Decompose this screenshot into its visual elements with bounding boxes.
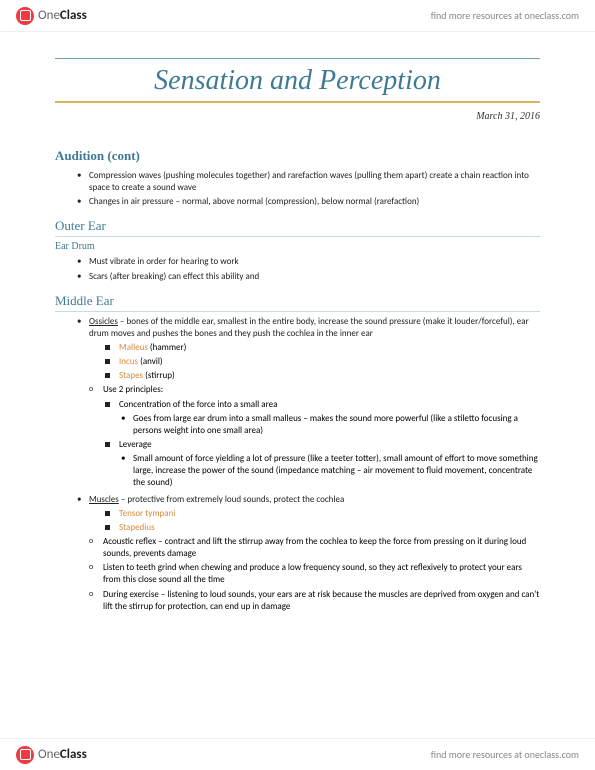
heading-audition: Audition (cont) — [55, 148, 540, 164]
list-item: Listen to teeth grind when chewing and p… — [89, 562, 540, 586]
list-item: Use 2 principles: — [89, 384, 540, 396]
list-item: Must vibrate in order for hearing to wor… — [77, 256, 540, 268]
list-item: Muscles – protective from extremely loud… — [77, 494, 540, 506]
brand-logo-footer[interactable]: OneClass — [16, 746, 87, 764]
eardrum-list: Must vibrate in order for hearing to wor… — [77, 256, 540, 282]
list-item: Ossicles – bones of the middle ear, smal… — [77, 316, 540, 340]
brand-icon — [16, 7, 34, 25]
list-item: Leverage — [105, 439, 540, 451]
list-item: Concentration of the force into a small … — [105, 399, 540, 411]
brand-text: OneClass — [38, 747, 87, 762]
list-item: Acoustic reflex – contract and lift the … — [89, 536, 540, 560]
principle-2: Leverage — [105, 439, 540, 451]
brand-logo[interactable]: OneClass — [16, 7, 87, 25]
principles-intro-list: Use 2 principles: — [89, 384, 540, 396]
page-title: Sensation and Perception — [55, 65, 540, 97]
term-tensor-tympani: Tensor tympani — [119, 508, 175, 519]
footer-bar: OneClass find more resources at oneclass… — [0, 738, 595, 770]
top-rule — [55, 58, 540, 59]
list-item: During exercise – listening to loud soun… — [89, 589, 540, 613]
resources-link[interactable]: find more resources at oneclass.com — [431, 9, 579, 22]
term-stapedius: Stapedius — [119, 522, 155, 533]
audition-list: Compression waves (pushing molecules tog… — [77, 170, 540, 208]
list-item: Malleus (hammer) — [105, 342, 540, 354]
list-item: Incus (anvil) — [105, 356, 540, 368]
principle-1: Concentration of the force into a small … — [105, 399, 540, 411]
muscles-detail-list: Acoustic reflex – contract and lift the … — [89, 536, 540, 613]
ossicles-bones-list: Malleus (hammer) Incus (anvil) Stapes (s… — [105, 342, 540, 382]
resources-link-footer[interactable]: find more resources at oneclass.com — [431, 748, 579, 761]
brand-icon — [16, 746, 34, 764]
document-page: Sensation and Perception March 31, 2016 … — [0, 40, 595, 730]
gold-rule — [55, 101, 540, 103]
brand-text: OneClass — [38, 8, 87, 23]
list-item: Compression waves (pushing molecules tog… — [77, 170, 540, 194]
term-stapes: Stapes — [119, 370, 143, 381]
list-item: Changes in air pressure – normal, above … — [77, 196, 540, 208]
list-item: Scars (after breaking) can effect this a… — [77, 271, 540, 283]
term-muscles: Muscles — [89, 494, 119, 505]
list-item: Tensor tympani — [105, 508, 540, 520]
term-incus: Incus — [119, 356, 138, 367]
document-date: March 31, 2016 — [55, 111, 540, 122]
list-item: Stapes (stirrup) — [105, 370, 540, 382]
middle-ear-list: Ossicles – bones of the middle ear, smal… — [77, 316, 540, 340]
list-item: Small amount of force yielding a lot of … — [121, 453, 540, 489]
heading-middle-ear: Middle Ear — [55, 293, 540, 312]
muscles-list: Muscles – protective from extremely loud… — [77, 494, 540, 506]
principle-1-detail: Goes from large ear drum into a small ma… — [121, 413, 540, 437]
list-item: Stapedius — [105, 522, 540, 534]
term-ossicles: Ossicles — [89, 316, 118, 327]
subheading-eardrum: Ear Drum — [55, 241, 540, 252]
heading-outer-ear: Outer Ear — [55, 218, 540, 237]
principle-2-detail: Small amount of force yielding a lot of … — [121, 453, 540, 489]
term-malleus: Malleus — [119, 342, 148, 353]
muscle-names-list: Tensor tympani Stapedius — [105, 508, 540, 534]
header-bar: OneClass find more resources at oneclass… — [0, 0, 595, 32]
list-item: Goes from large ear drum into a small ma… — [121, 413, 540, 437]
